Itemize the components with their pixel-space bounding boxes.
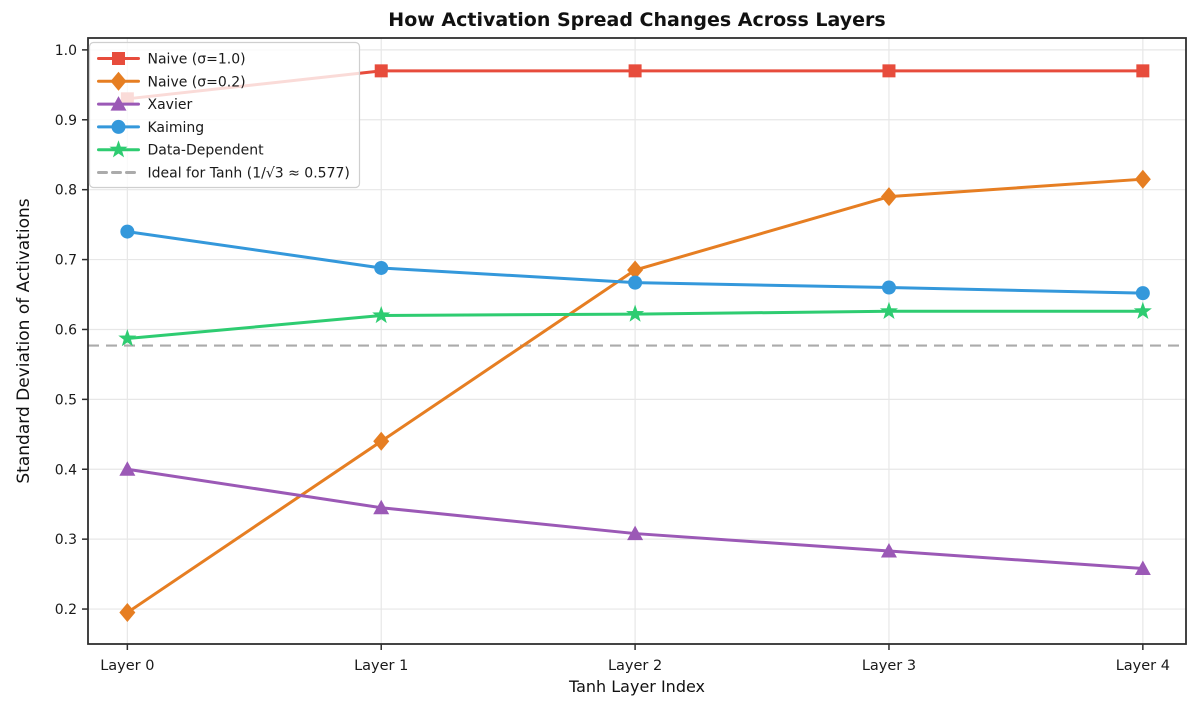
y-tick-label: 0.5 (55, 392, 77, 408)
marker-data-dependent-3 (879, 301, 898, 319)
y-axis-label: Standard Deviation of Activations (14, 198, 34, 484)
legend-marker-data-dependent (109, 140, 128, 158)
y-tick-label: 0.9 (55, 113, 77, 129)
marker-xavier-1 (373, 499, 390, 515)
marker-naive-1-0-2 (628, 64, 642, 78)
marker-naive-1-0-3 (882, 64, 896, 78)
marker-naive-0-2-1 (373, 431, 390, 451)
legend-label-xavier: Xavier (148, 97, 193, 113)
marker-naive-0-2-3 (880, 187, 897, 207)
legend-box (88, 41, 361, 189)
marker-data-dependent-4 (1133, 301, 1152, 319)
marker-data-dependent-1 (372, 305, 391, 324)
marker-xavier-4 (1134, 560, 1151, 576)
x-tick-label: Layer 4 (1116, 658, 1170, 674)
legend-marker-kaiming (111, 119, 126, 134)
marker-data-dependent-2 (626, 304, 645, 322)
legend-label-data-dependent: Data-Dependent (148, 143, 265, 159)
marker-xavier-2 (627, 525, 644, 541)
marker-naive-0-2-0 (119, 603, 136, 623)
y-tick-label: 0.8 (55, 183, 77, 199)
marker-kaiming-1 (374, 260, 389, 275)
marker-xavier-0 (119, 461, 136, 476)
marker-naive-1-0-1 (374, 64, 388, 78)
legend-marker-naive-1-0 (112, 52, 125, 65)
x-axis-label: Tanh Layer Index (568, 677, 706, 696)
marker-kaiming-3 (881, 280, 896, 295)
chart-title: How Activation Spread Changes Across Lay… (388, 9, 886, 31)
legend-label-naive-1-0: Naive (σ=1.0) (148, 52, 246, 68)
marker-kaiming-2 (628, 275, 643, 290)
legend-label-naive-0-2: Naive (σ=0.2) (148, 74, 246, 90)
marker-kaiming-0 (120, 224, 135, 239)
y-tick-label: 0.4 (55, 462, 77, 478)
x-tick-label: Layer 2 (608, 658, 662, 674)
marker-kaiming-4 (1135, 286, 1150, 301)
y-tick-label: 0.3 (55, 532, 77, 548)
axes-spines (87, 37, 1187, 645)
marker-naive-0-2-4 (1134, 169, 1151, 189)
y-tick-label: 0.6 (55, 322, 77, 338)
x-tick-label: Layer 1 (354, 658, 408, 674)
legend-marker-naive-0-2 (110, 71, 127, 91)
x-tick-label: Layer 0 (100, 658, 154, 674)
marker-data-dependent-0 (118, 329, 137, 347)
legend-label-ideal-for-tanh-1-3-0-577: Ideal for Tanh (1/√3 ≈ 0.577) (148, 166, 350, 182)
y-tick-label: 1.0 (55, 43, 77, 59)
marker-naive-1-0-4 (1136, 64, 1150, 78)
y-tick-label: 0.2 (55, 602, 77, 618)
legend-label-kaiming: Kaiming (148, 120, 205, 136)
x-tick-label: Layer 3 (862, 658, 916, 674)
marker-xavier-3 (880, 543, 897, 558)
legend-marker-xavier (110, 96, 127, 111)
marker-naive-0-2-2 (627, 260, 644, 280)
y-tick-label: 0.7 (55, 253, 77, 269)
